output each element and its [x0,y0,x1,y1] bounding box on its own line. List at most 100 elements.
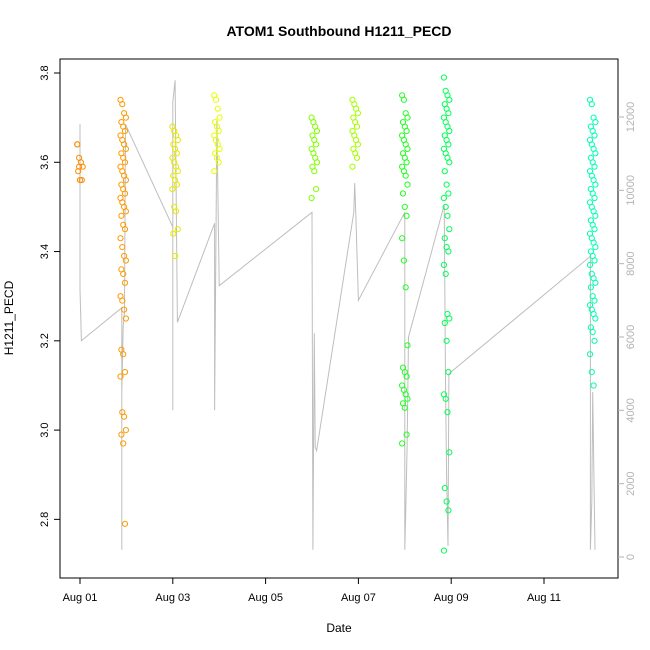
series-7 [440,74,453,554]
data-point [308,194,315,202]
data-point [446,315,453,322]
data-point [172,252,179,260]
data-point [440,74,447,81]
data-point [591,132,598,139]
data-point [404,114,411,121]
data-point [216,114,223,121]
data-point [120,351,127,358]
data-point [121,226,129,233]
right-tick-label: 4000 [625,398,637,422]
data-point [313,186,320,193]
data-point [399,440,406,447]
data-point [441,168,448,175]
series-0 [74,141,86,184]
data-point [591,194,598,202]
data-point [117,235,124,242]
data-point [444,409,451,416]
data-point [172,208,180,215]
right-tick-label: 6000 [625,325,637,349]
data-point [445,141,452,148]
data-point [215,159,222,166]
data-point [586,261,594,268]
data-point [121,306,128,313]
data-point [441,235,448,242]
data-point [118,431,125,438]
data-point [211,168,218,175]
data-point [592,279,599,286]
data-point [173,181,180,188]
data-point [400,257,407,264]
series-4 [308,114,321,202]
data-point [440,194,447,202]
points-layer [74,74,599,554]
right-tick-label: 8000 [625,251,637,275]
data-point [313,159,321,166]
data-point [119,297,126,304]
y-axis: 2.8 3.0 3.2 3.4 3.6 3.8 [39,65,60,527]
secondary-series-line [79,80,596,550]
data-point [446,226,453,233]
data-point [121,159,129,166]
data-point [122,427,130,434]
data-point [76,163,83,170]
data-point [443,337,450,344]
x-tick-label: Aug 11 [527,592,561,604]
data-point [311,168,318,175]
data-point [122,177,130,184]
right-tick-label: 2000 [625,471,637,495]
data-point [445,190,452,197]
data-point [589,328,596,335]
series-6 [399,92,411,447]
data-point [402,284,409,291]
data-point [588,101,595,108]
secondary-line-layer [79,80,596,550]
data-point [118,212,125,219]
y-tick-label: 3.8 [39,65,51,80]
data-point [404,145,411,152]
data-point [313,141,320,148]
data-point [442,203,449,210]
data-point [590,382,597,389]
x-axis: Aug 01 Aug 03 Aug 05 Aug 07 Aug 09 Aug 11 [63,578,561,604]
data-point [444,212,451,219]
data-point [446,159,453,166]
data-point [121,127,129,135]
data-point [403,431,410,438]
data-point [174,226,181,233]
y-axis-label: H1211_PECD [2,280,16,355]
data-point [170,230,177,237]
data-point [401,404,408,411]
data-point [349,163,356,170]
data-point [443,498,450,505]
x-tick-label: Aug 05 [248,592,283,604]
data-point [399,190,407,197]
data-point [120,440,127,447]
data-point [443,181,450,188]
data-point [174,168,181,175]
data-point [354,141,361,148]
series-3 [211,92,223,175]
plot-frame [59,58,619,579]
data-point [440,261,447,268]
data-point [117,373,124,380]
data-point [121,369,129,376]
data-point [441,485,448,492]
right-tick-label: 10000 [625,175,637,206]
data-point [591,297,598,304]
data-point [122,315,130,322]
data-point [121,413,128,420]
data-point [353,154,361,161]
data-point [174,136,181,144]
data-point [121,279,129,286]
data-point [591,337,598,344]
data-point [403,127,410,135]
data-point [214,105,221,112]
data-point [78,177,85,184]
x-tick-label: Aug 01 [63,592,98,604]
series-1 [117,96,130,527]
data-point [592,212,599,219]
right-axis: 0 2000 4000 6000 8000 10000 12000 [618,102,637,560]
y-tick-label: 3.0 [39,422,51,437]
y-tick-label: 3.4 [39,244,51,259]
data-point [446,127,453,135]
